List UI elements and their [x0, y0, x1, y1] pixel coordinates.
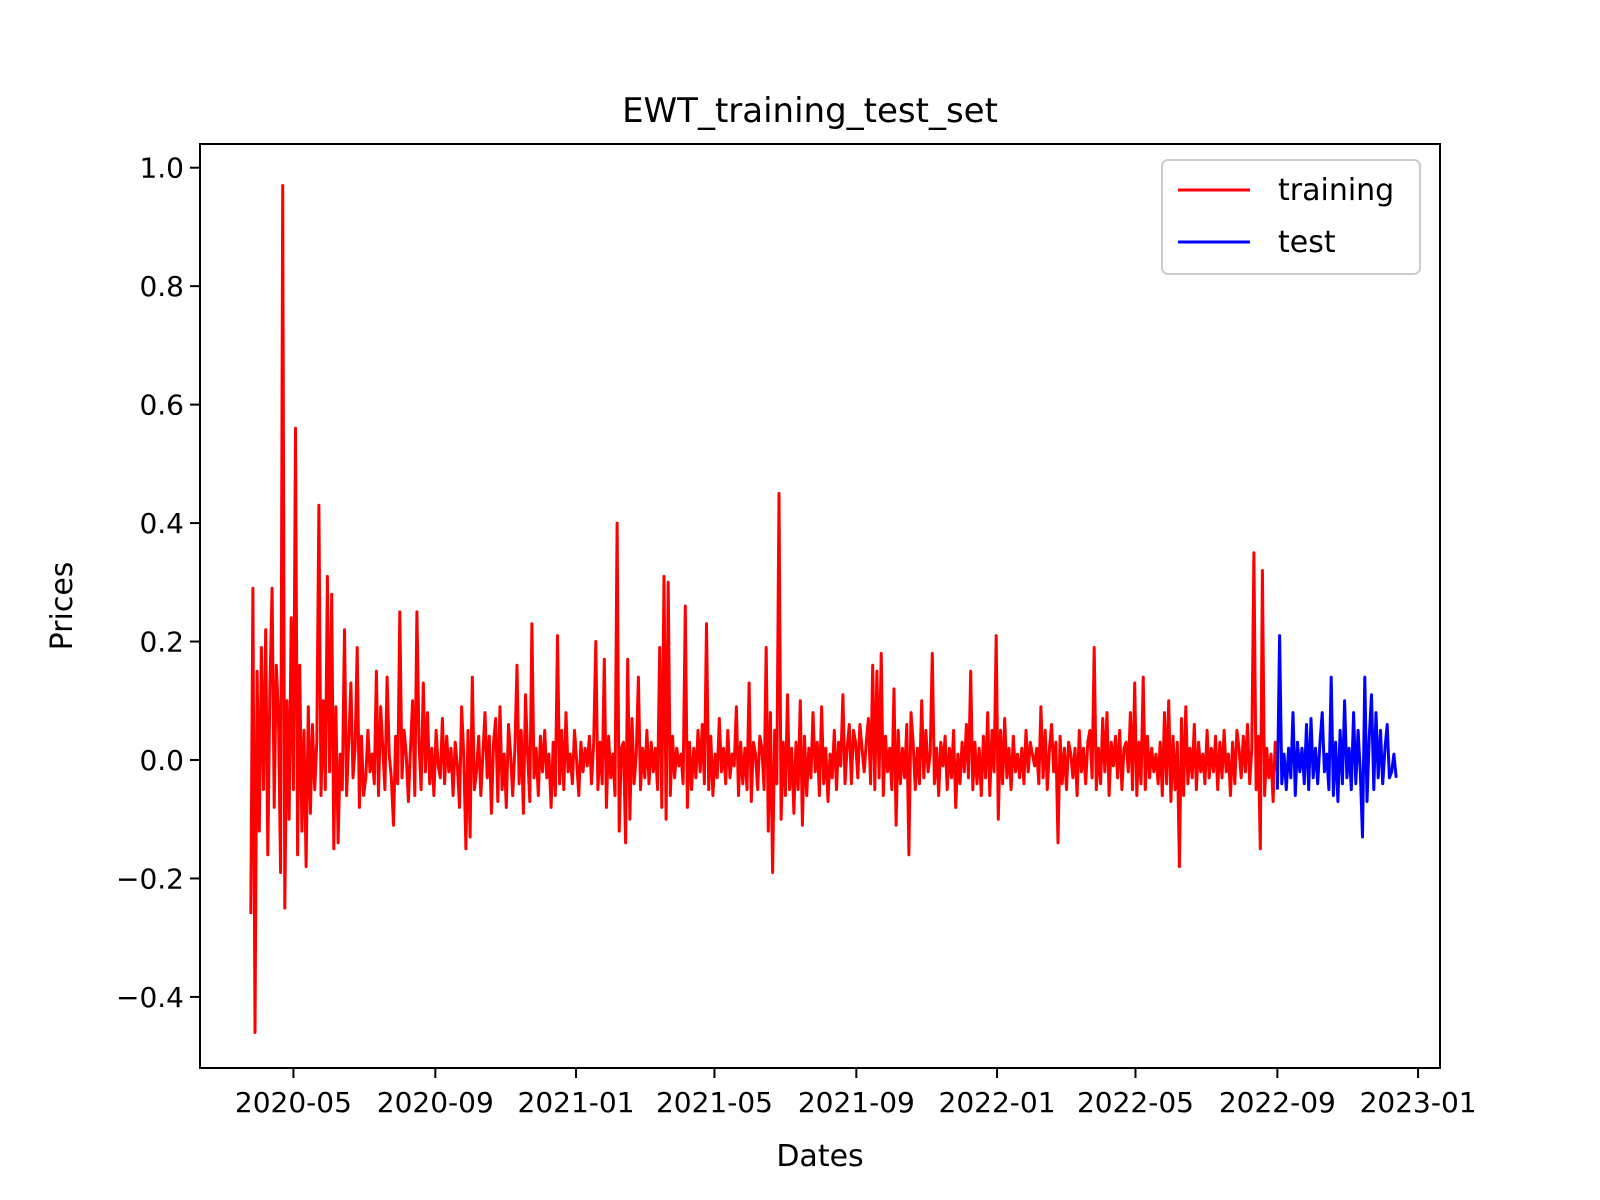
chart-title: EWT_training_test_set — [622, 91, 998, 131]
x-tick-label: 2023-01 — [1360, 1086, 1477, 1119]
x-axis: 2020-05 2020-09 2021-01 2021-05 2021-09 2022-… — [235, 1068, 1477, 1119]
series-line-test — [1275, 634, 1398, 839]
y-axis: −0.4 −0.2 0.0 0.2 0.4 0.6 0.8 1.0 — [116, 152, 200, 1014]
y-tick-label: 1.0 — [139, 152, 184, 185]
x-axis-label: Dates — [776, 1139, 863, 1174]
x-tick-label: 2022-01 — [939, 1086, 1056, 1119]
legend-label-test: test — [1278, 225, 1336, 260]
y-tick-label: −0.2 — [116, 862, 184, 895]
y-tick-label: 0.4 — [139, 507, 184, 540]
x-tick-label: 2021-05 — [656, 1086, 773, 1119]
y-tick-label: 0.8 — [139, 270, 184, 303]
x-tick-label: 2021-09 — [798, 1086, 915, 1119]
series-line-training — [249, 184, 1279, 1034]
x-tick-label: 2021-01 — [518, 1086, 635, 1119]
x-tick-label: 2020-09 — [377, 1086, 494, 1119]
y-tick-label: −0.4 — [116, 981, 184, 1014]
x-tick-label: 2022-09 — [1219, 1086, 1336, 1119]
legend: training test — [1161, 159, 1421, 275]
y-tick-label: 0.6 — [139, 389, 184, 422]
y-tick-label: 0.2 — [139, 626, 184, 659]
y-tick-label: 0.0 — [139, 744, 184, 777]
x-tick-label: 2020-05 — [235, 1086, 352, 1119]
plot-frame — [199, 143, 1441, 1069]
legend-label-training: training — [1278, 173, 1394, 208]
x-tick-label: 2022-05 — [1077, 1086, 1194, 1119]
plot-area — [249, 184, 1398, 1034]
y-axis-label: Prices — [45, 562, 80, 651]
